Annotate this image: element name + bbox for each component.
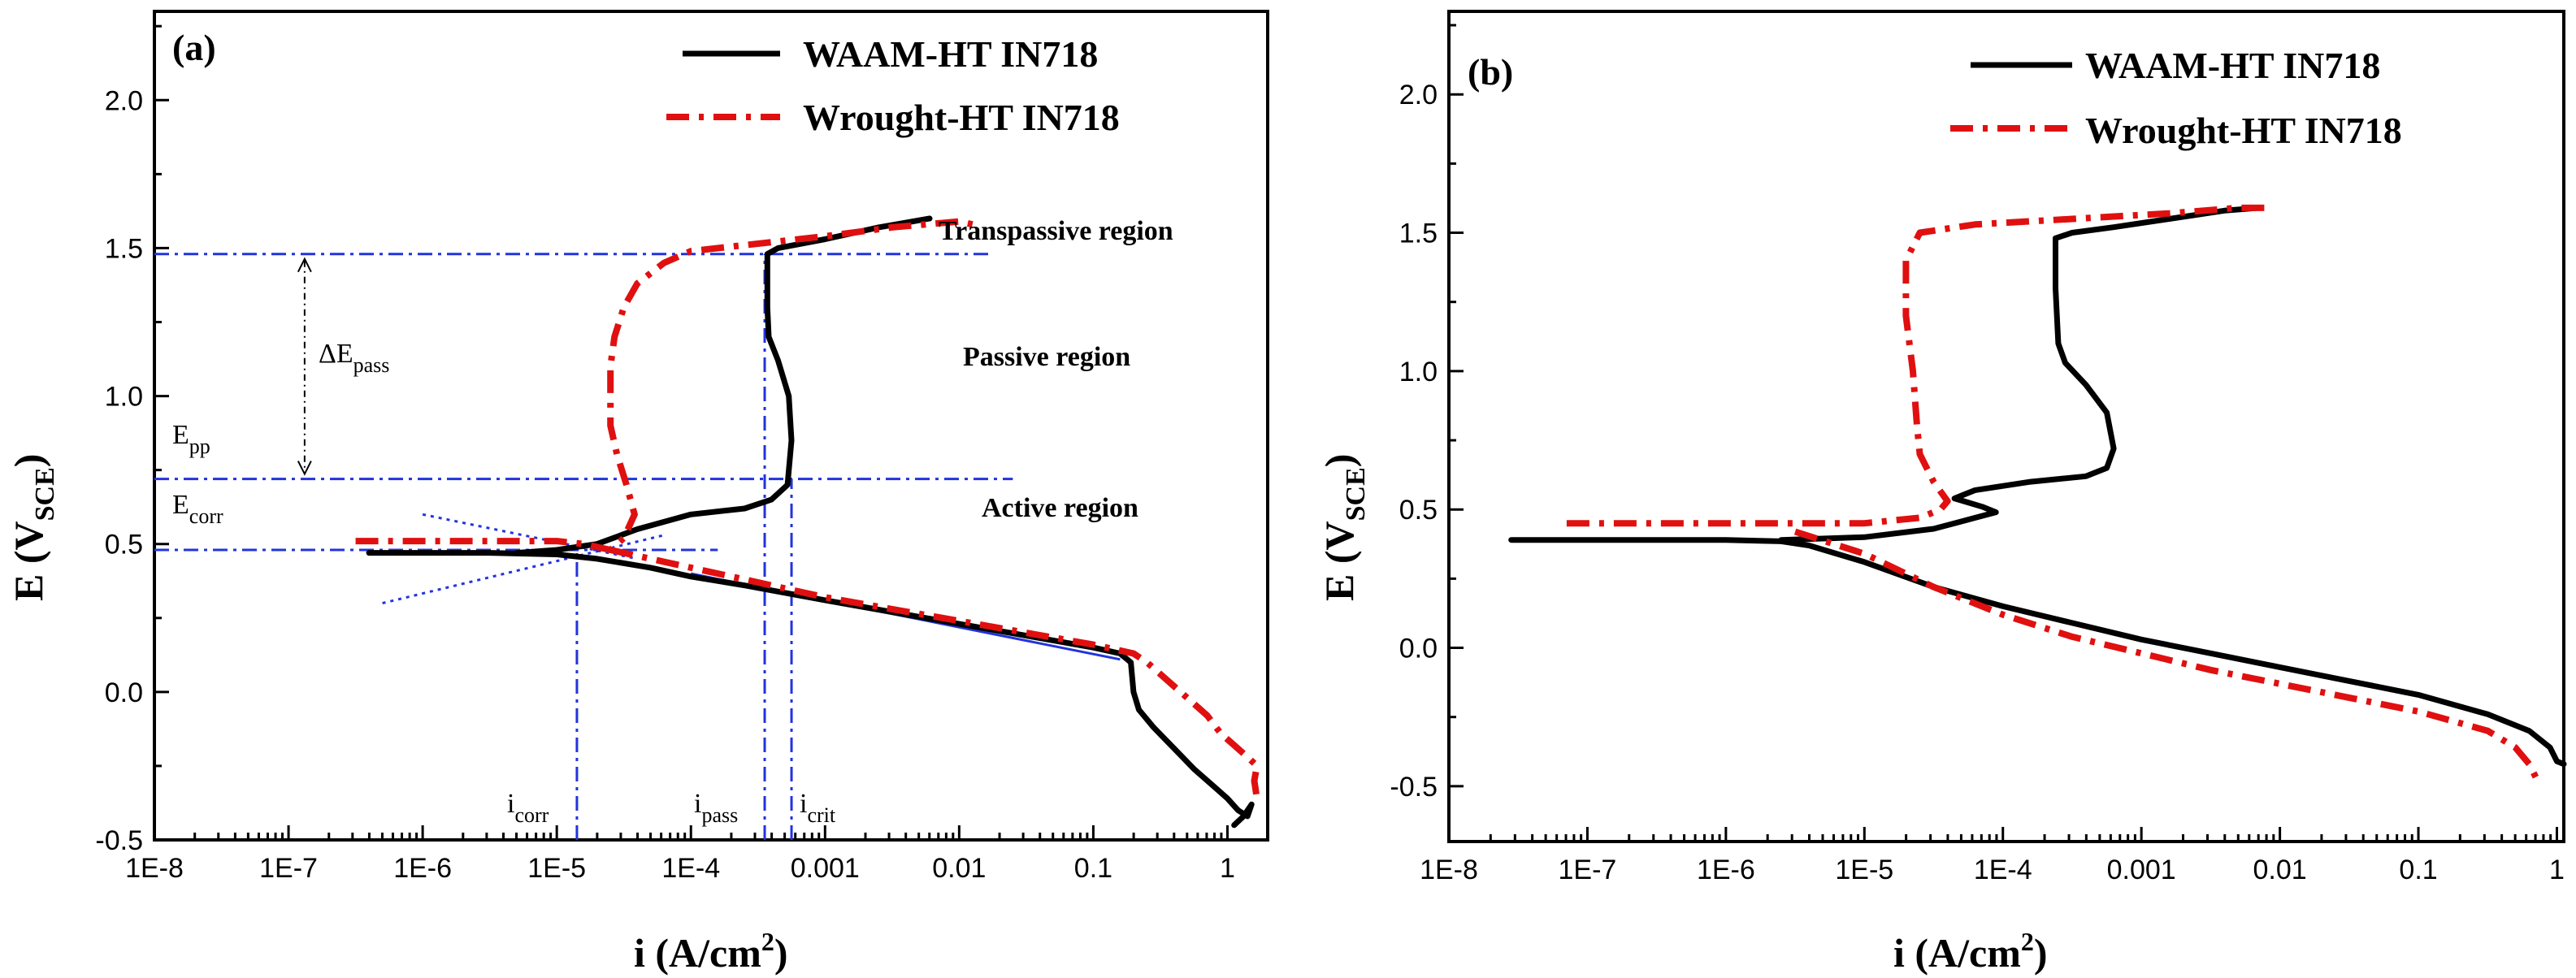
- y-tick-label: 1.0: [1399, 357, 1438, 387]
- y-tick-label: 1.0: [105, 382, 143, 413]
- y-tick-label: 2.0: [1399, 80, 1438, 110]
- panel-b-ticks: 1E-8 1E-7 1E-6 1E-5 1E-4 0.001 0.01 0.1 1 -0.5 0.0…: [1390, 24, 2565, 885]
- x-tick-label: 0.001: [2107, 855, 2176, 885]
- x-tick-label: 1E-7: [259, 853, 318, 884]
- panel-a-frame: [153, 10, 1269, 842]
- panel-a: 1E-8 1E-7 1E-6 1E-5 1E-4 0.001 0.01 0.1 1 -0.5 0.0…: [6, 10, 1269, 976]
- x-tick-label: 1E-5: [527, 853, 586, 884]
- x-tick-label: 0.1: [1074, 853, 1112, 884]
- panel-a-legend: WAAM-HT IN718 Wrought-HT IN718: [666, 33, 1120, 138]
- annot-icrit: icrit: [800, 789, 836, 827]
- series-waam-line: [1778, 205, 2262, 543]
- y-tick-label: 0.5: [1399, 495, 1438, 526]
- y-tick-label: -0.5: [1390, 772, 1438, 803]
- legend-label-waam: WAAM-HT IN718: [803, 33, 1098, 75]
- x-tick-label: 0.01: [2253, 855, 2307, 885]
- annot-active: Active region: [982, 493, 1138, 523]
- panel-a-y-title: E (VSCE): [6, 454, 60, 601]
- series-wrought-line: [1566, 204, 2266, 527]
- x-tick-label: 1: [1220, 853, 1235, 884]
- x-tick-label: 1E-4: [1974, 855, 2032, 885]
- annot-ecorr: Ecorr: [172, 490, 223, 528]
- y-tick-label: 1.5: [1399, 219, 1438, 249]
- panel-b: 1E-8 1E-7 1E-6 1E-5 1E-4 0.001 0.01 0.1 1 -0.5 0.0…: [1316, 10, 2567, 976]
- annot-epp: Epp: [172, 420, 210, 458]
- x-tick-label: 1E-6: [1697, 855, 1755, 885]
- legend-label-wrought-b: Wrought-HT IN718: [2085, 110, 2402, 151]
- legend-label-waam-b: WAAM-HT IN718: [2085, 45, 2380, 86]
- x-tick-label: 1E-4: [661, 853, 720, 884]
- y-tick-label: 0.0: [105, 677, 143, 708]
- x-tick-label: 1E-8: [1420, 855, 1478, 885]
- panel-b-label: (b): [1468, 51, 1513, 93]
- series-wrought-line: [1793, 528, 2539, 780]
- series-wrought-line: [609, 547, 1260, 799]
- x-tick-label: 0.01: [932, 853, 986, 884]
- panel-a-label: (a): [172, 27, 216, 68]
- x-tick-label: 1E-8: [125, 853, 184, 884]
- panel-b-x-title: i (A/cm2): [1893, 927, 2048, 976]
- panel-b-frame: [1447, 10, 2565, 843]
- x-tick-label: 1E-5: [1835, 855, 1893, 885]
- panel-b-y-title: E (VSCE): [1316, 454, 1371, 601]
- y-tick-label: 2.0: [105, 85, 143, 116]
- series-waam-line: [514, 215, 933, 556]
- panel-b-legend: WAAM-HT IN718 Wrought-HT IN718: [1950, 45, 2402, 151]
- panel-a-x-title: i (A/cm2): [634, 927, 788, 976]
- tafel-cathodic-line: [382, 534, 665, 605]
- annot-transpassive: Transpassive region: [939, 216, 1173, 246]
- x-tick-label: 0.001: [791, 853, 860, 884]
- x-tick-label: 1E-7: [1559, 855, 1617, 885]
- annot-icorr: icorr: [507, 789, 549, 827]
- series-waam-line: [1508, 537, 2567, 768]
- series-wrought-line: [355, 218, 974, 553]
- y-tick-label: 1.5: [105, 233, 143, 264]
- legend-label-wrought: Wrought-HT IN718: [803, 97, 1120, 138]
- panel-a-series: [355, 215, 1260, 829]
- y-tick-label: 0.0: [1399, 634, 1438, 664]
- annot-delta-e-pass: ΔEpass: [319, 339, 389, 377]
- annot-passive: Passive region: [963, 342, 1130, 372]
- panel-b-series: [1508, 204, 2567, 780]
- y-tick-label: 0.5: [105, 530, 143, 560]
- x-tick-label: 1E-6: [393, 853, 452, 884]
- delta-e-arrowhead-top: [297, 257, 312, 273]
- x-tick-label: 1: [2549, 855, 2565, 885]
- annot-ipass: ipass: [694, 789, 738, 827]
- panel-a-ticks: 1E-8 1E-7 1E-6 1E-5 1E-4 0.001 0.01 0.1 1 -0.5 0.0…: [95, 24, 1235, 884]
- y-tick-label: -0.5: [95, 825, 143, 856]
- delta-e-arrowhead-bottom: [297, 461, 312, 476]
- x-tick-label: 0.1: [2399, 855, 2437, 885]
